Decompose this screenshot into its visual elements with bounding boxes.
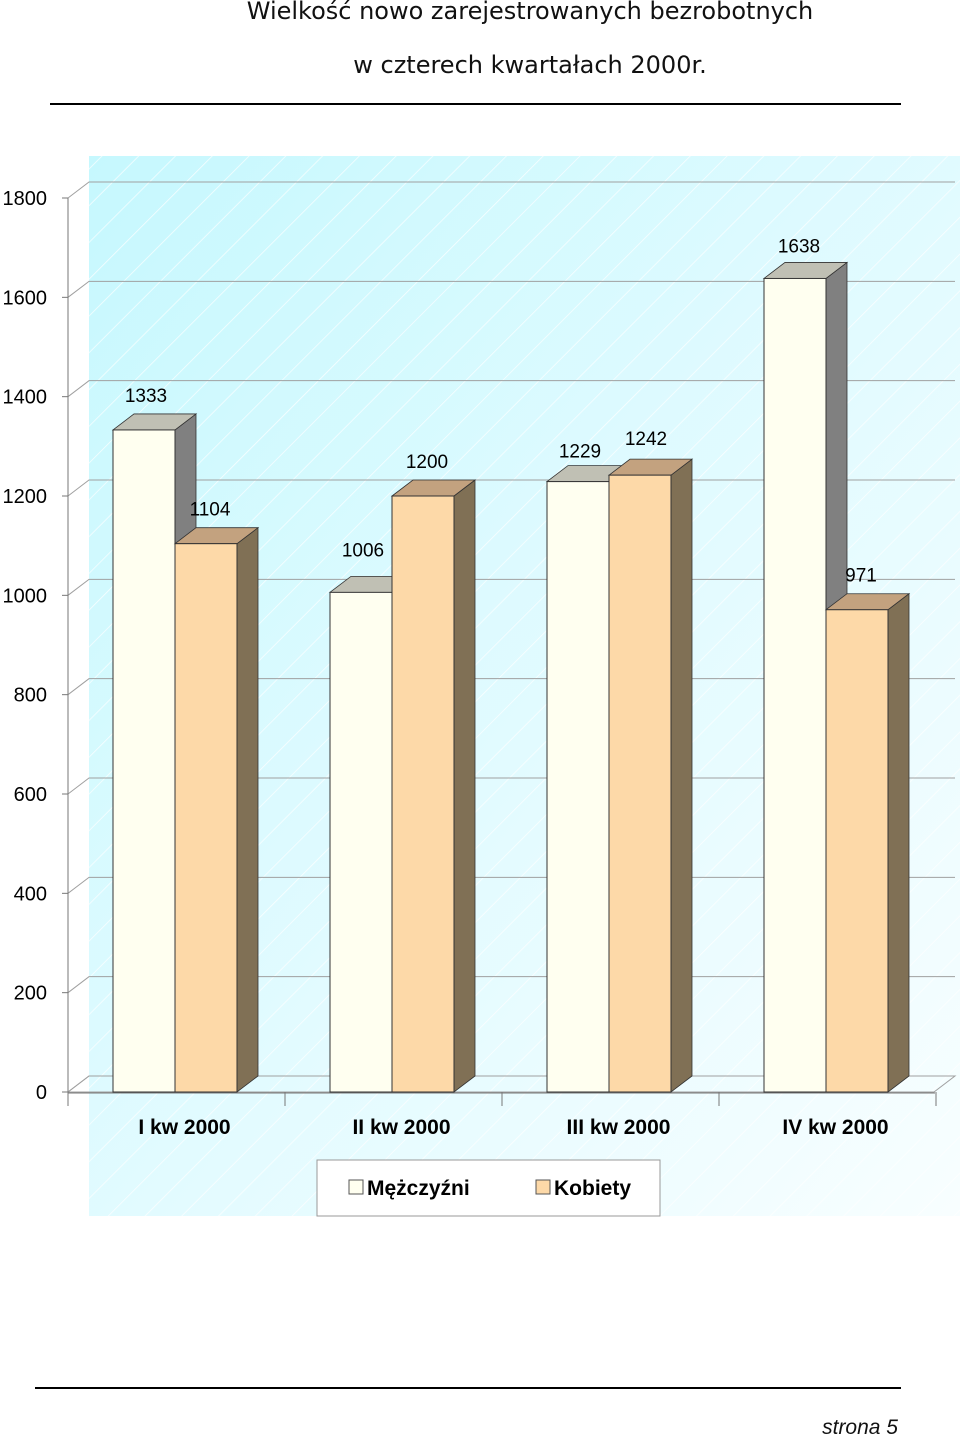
bar-front xyxy=(391,495,455,1093)
x-tick-label: IV kw 2000 xyxy=(782,1116,888,1139)
gridline xyxy=(67,181,955,199)
bar-Kobiety-I kw 2000: 1104 xyxy=(173,500,260,1093)
y-tick-label: 400 xyxy=(14,883,47,905)
bar-front xyxy=(546,481,610,1093)
bar-Kobiety-IV kw 2000: 971 xyxy=(824,566,911,1093)
y-tick-label: 0 xyxy=(36,1082,47,1104)
bar-Kobiety-II kw 2000: 1200 xyxy=(390,452,477,1093)
gridline xyxy=(67,280,955,298)
bar-value-label: 1006 xyxy=(342,540,384,561)
x-tick-label: III kw 2000 xyxy=(567,1116,671,1139)
header-divider xyxy=(50,103,901,105)
bar-value-label: 1242 xyxy=(625,429,667,450)
y-tick-label: 1600 xyxy=(3,287,48,309)
chart-title-line2: w czterech kwartałach 2000r. xyxy=(353,51,707,79)
y-tick-label: 600 xyxy=(14,784,47,806)
y-tick-label: 1400 xyxy=(3,387,48,409)
legend-label: Kobiety xyxy=(554,1177,631,1200)
bar-value-label: 1104 xyxy=(190,500,231,521)
bar-side xyxy=(887,592,910,1093)
bar-Kobiety-III kw 2000: 1242 xyxy=(607,429,694,1093)
bars: 1333 1104 1006 1200 1229 1242 1638 971 xyxy=(111,236,911,1093)
bar-front xyxy=(112,429,176,1093)
legend-box xyxy=(316,1159,661,1217)
bar-front xyxy=(329,591,393,1093)
bar-front xyxy=(763,277,827,1093)
footer-divider xyxy=(35,1387,901,1389)
bar-value-label: 971 xyxy=(845,566,877,587)
y-tick-label: 800 xyxy=(14,685,47,707)
bar-value-label: 1229 xyxy=(559,442,601,463)
y-tick-label: 200 xyxy=(14,983,47,1005)
x-tick-label: II kw 2000 xyxy=(352,1116,450,1139)
chart-title-line1: Wielkość nowo zarejestrowanych bezrobotn… xyxy=(246,0,814,25)
legend-swatch xyxy=(348,1179,364,1195)
legend-label: Mężczyźni xyxy=(367,1177,470,1200)
plot-background xyxy=(89,156,960,1216)
x-axis: I kw 2000 II kw 2000 III kw 2000 IV kw 2000 xyxy=(67,1092,937,1139)
legend-swatch xyxy=(535,1179,551,1195)
x-tick-label: I kw 2000 xyxy=(138,1116,230,1139)
y-axis: 0 200 400 600 800 1000 1200 1400 1600 1800 xyxy=(3,188,69,1104)
bar-Mężczyźni-IV kw 2000: 1638 xyxy=(762,236,849,1093)
bar-value-label: 1200 xyxy=(406,452,448,473)
gridline xyxy=(67,380,955,398)
plot-wall-hatch xyxy=(89,156,960,1216)
bar-value-label: 1638 xyxy=(778,236,820,257)
bar-front xyxy=(825,609,889,1093)
y-tick-label: 1000 xyxy=(3,585,48,607)
bar-value-label: 1333 xyxy=(125,386,167,407)
bar-side xyxy=(670,458,693,1093)
bar-front xyxy=(174,543,238,1093)
page-number: strona 5 xyxy=(822,1416,898,1439)
y-tick-label: 1800 xyxy=(3,188,48,210)
bar-side xyxy=(236,526,259,1093)
bar-front xyxy=(608,474,672,1093)
bar-side xyxy=(453,479,476,1093)
legend: Mężczyźni Kobiety xyxy=(316,1159,661,1217)
y-tick-label: 1200 xyxy=(3,486,48,508)
